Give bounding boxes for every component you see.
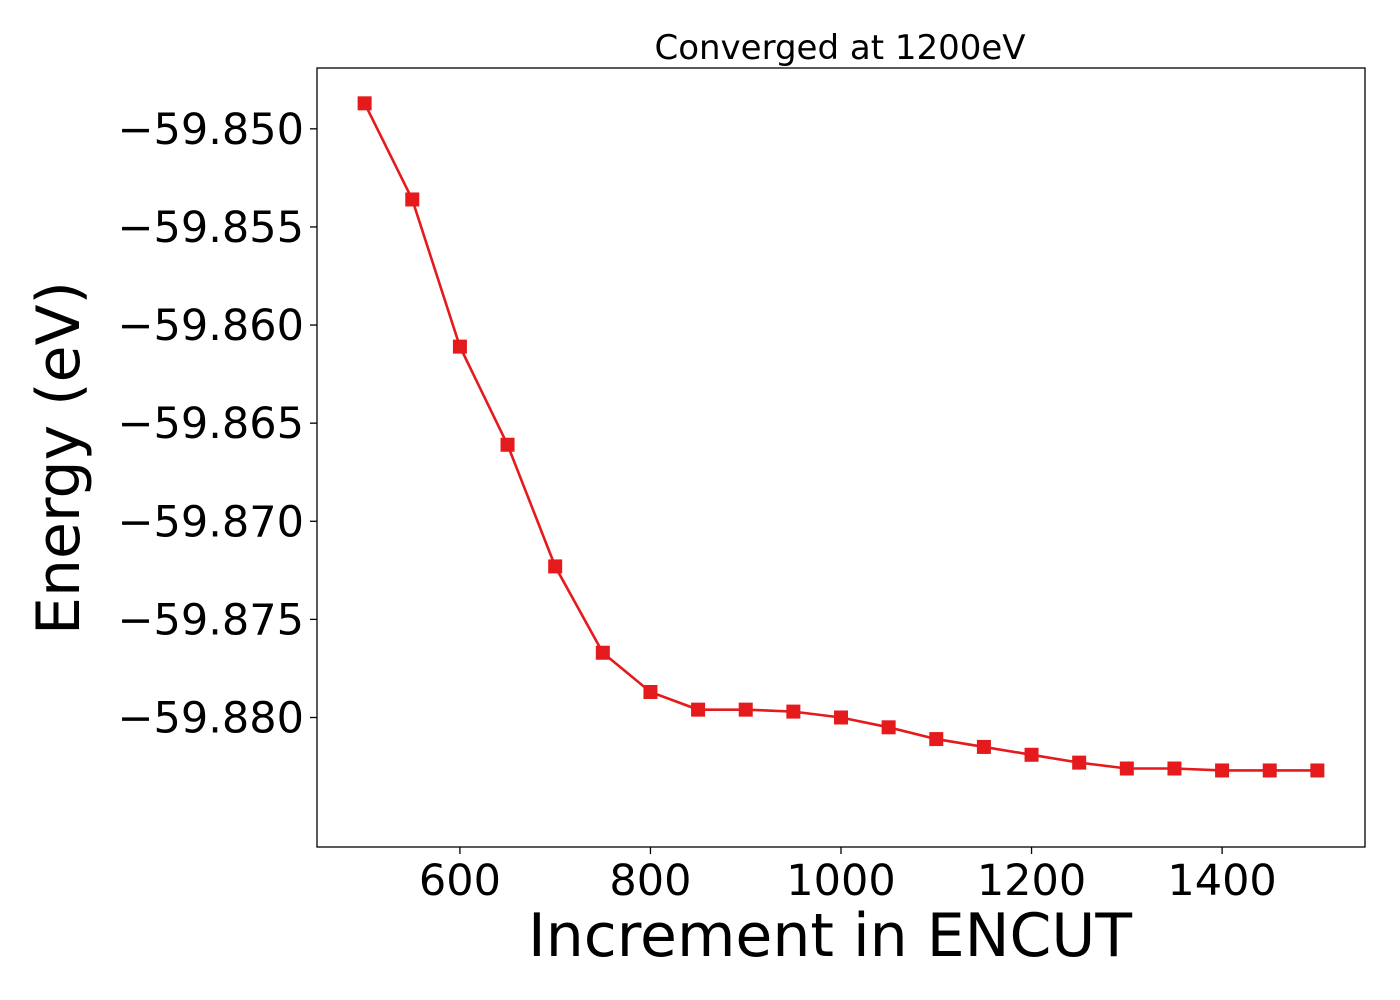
y-tick-label: −59.870 — [118, 497, 305, 547]
y-tick-label: −59.855 — [118, 203, 305, 253]
data-point-marker — [1119, 761, 1134, 776]
x-tick-label: 1000 — [786, 856, 895, 906]
x-tick-label: 600 — [419, 856, 501, 906]
data-point-marker — [1262, 763, 1277, 778]
data-point-marker — [691, 702, 706, 717]
series-line — [363, 102, 1318, 772]
data-point-marker — [1167, 761, 1182, 776]
plot-frame — [316, 67, 1366, 848]
x-ticks: 600 800 1000 1200 1400 — [419, 847, 1277, 906]
data-point-marker — [976, 739, 991, 754]
data-point-marker — [1072, 755, 1087, 770]
data-point-marker — [834, 710, 848, 725]
y-ticks: −59.850 −59.855 −59.860 −59.865 −59.870 −59.8… — [118, 105, 317, 743]
data-point-marker — [881, 720, 896, 735]
data-point-marker — [595, 645, 610, 660]
data-point-marker — [643, 684, 658, 699]
x-axis-label: Increment in ENCUT — [528, 901, 1132, 971]
data-point-marker — [1310, 763, 1325, 778]
y-axis-label: Energy (eV) — [24, 281, 94, 635]
data-point-marker — [405, 192, 420, 207]
data-point-marker — [548, 559, 563, 574]
data-point-marker — [929, 732, 944, 747]
data-point-marker — [452, 339, 467, 354]
y-tick-label: −59.860 — [118, 301, 305, 351]
y-tick-label: −59.850 — [118, 105, 305, 155]
y-tick-label: −59.880 — [118, 693, 305, 743]
series-line-group — [357, 96, 1325, 778]
data-point-marker — [738, 702, 753, 717]
data-point-marker — [500, 437, 515, 452]
x-tick-label: 1200 — [977, 856, 1086, 906]
y-tick-label: −59.865 — [118, 399, 305, 449]
x-tick-label: 800 — [609, 856, 691, 906]
x-tick-label: 1400 — [1167, 856, 1276, 906]
chart-title: Converged at 1200eV — [654, 28, 1025, 68]
data-point-marker — [786, 704, 801, 719]
y-tick-label: −59.875 — [118, 595, 305, 645]
data-point-marker — [357, 96, 372, 111]
data-point-marker — [1024, 747, 1039, 762]
data-point-marker — [1215, 763, 1230, 778]
